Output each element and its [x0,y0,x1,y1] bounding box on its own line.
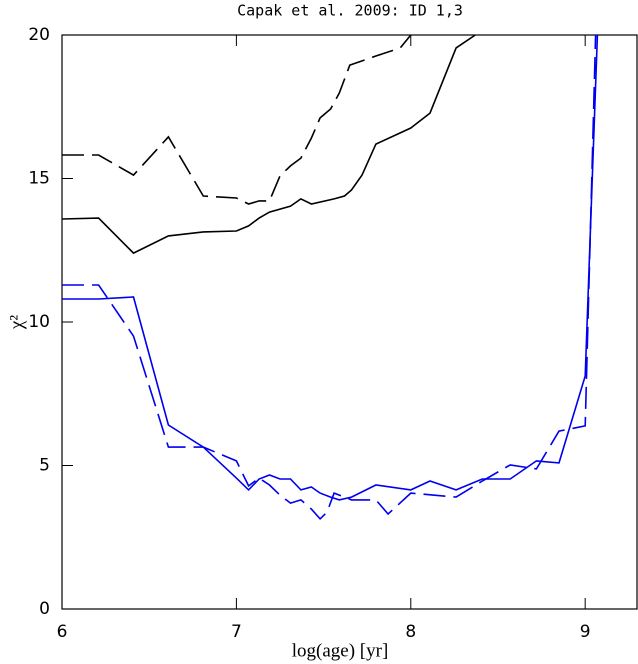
y-tick-label: 15 [28,169,50,189]
series-line [62,35,476,255]
y-tick-label: 20 [28,25,50,45]
x-tick-label: 7 [231,622,242,642]
y-axis-label: χ² [6,315,27,330]
x-tick-label: 9 [580,622,591,642]
series-line [62,35,597,521]
series-line [62,35,599,501]
y-tick-label: 0 [39,599,50,619]
x-axis-label: log(age) [yr] [292,640,389,661]
y-tick-label: 10 [28,312,50,332]
x-tick-label: 6 [57,622,68,642]
series-line [62,35,412,205]
plot-frame [61,34,638,610]
x-tick-label: 8 [405,622,416,642]
y-tick-label: 5 [39,456,50,476]
chart-title: Capak et al. 2009: ID 1,3 [237,2,463,20]
